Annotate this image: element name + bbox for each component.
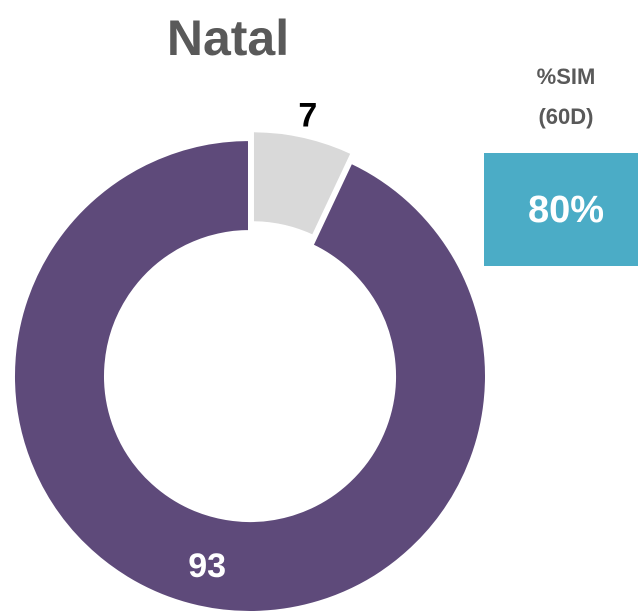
kpi-label: %SIM [537, 64, 596, 89]
pie-slice [249, 128, 356, 240]
pie-slice [11, 136, 489, 613]
kpi-box [484, 153, 638, 266]
data-label: 7 [298, 96, 317, 134]
kpi-label: (60D) [538, 104, 593, 129]
kpi-value: 80% [528, 189, 604, 231]
data-label: 93 [188, 547, 226, 585]
chart-title: Natal [167, 10, 289, 66]
